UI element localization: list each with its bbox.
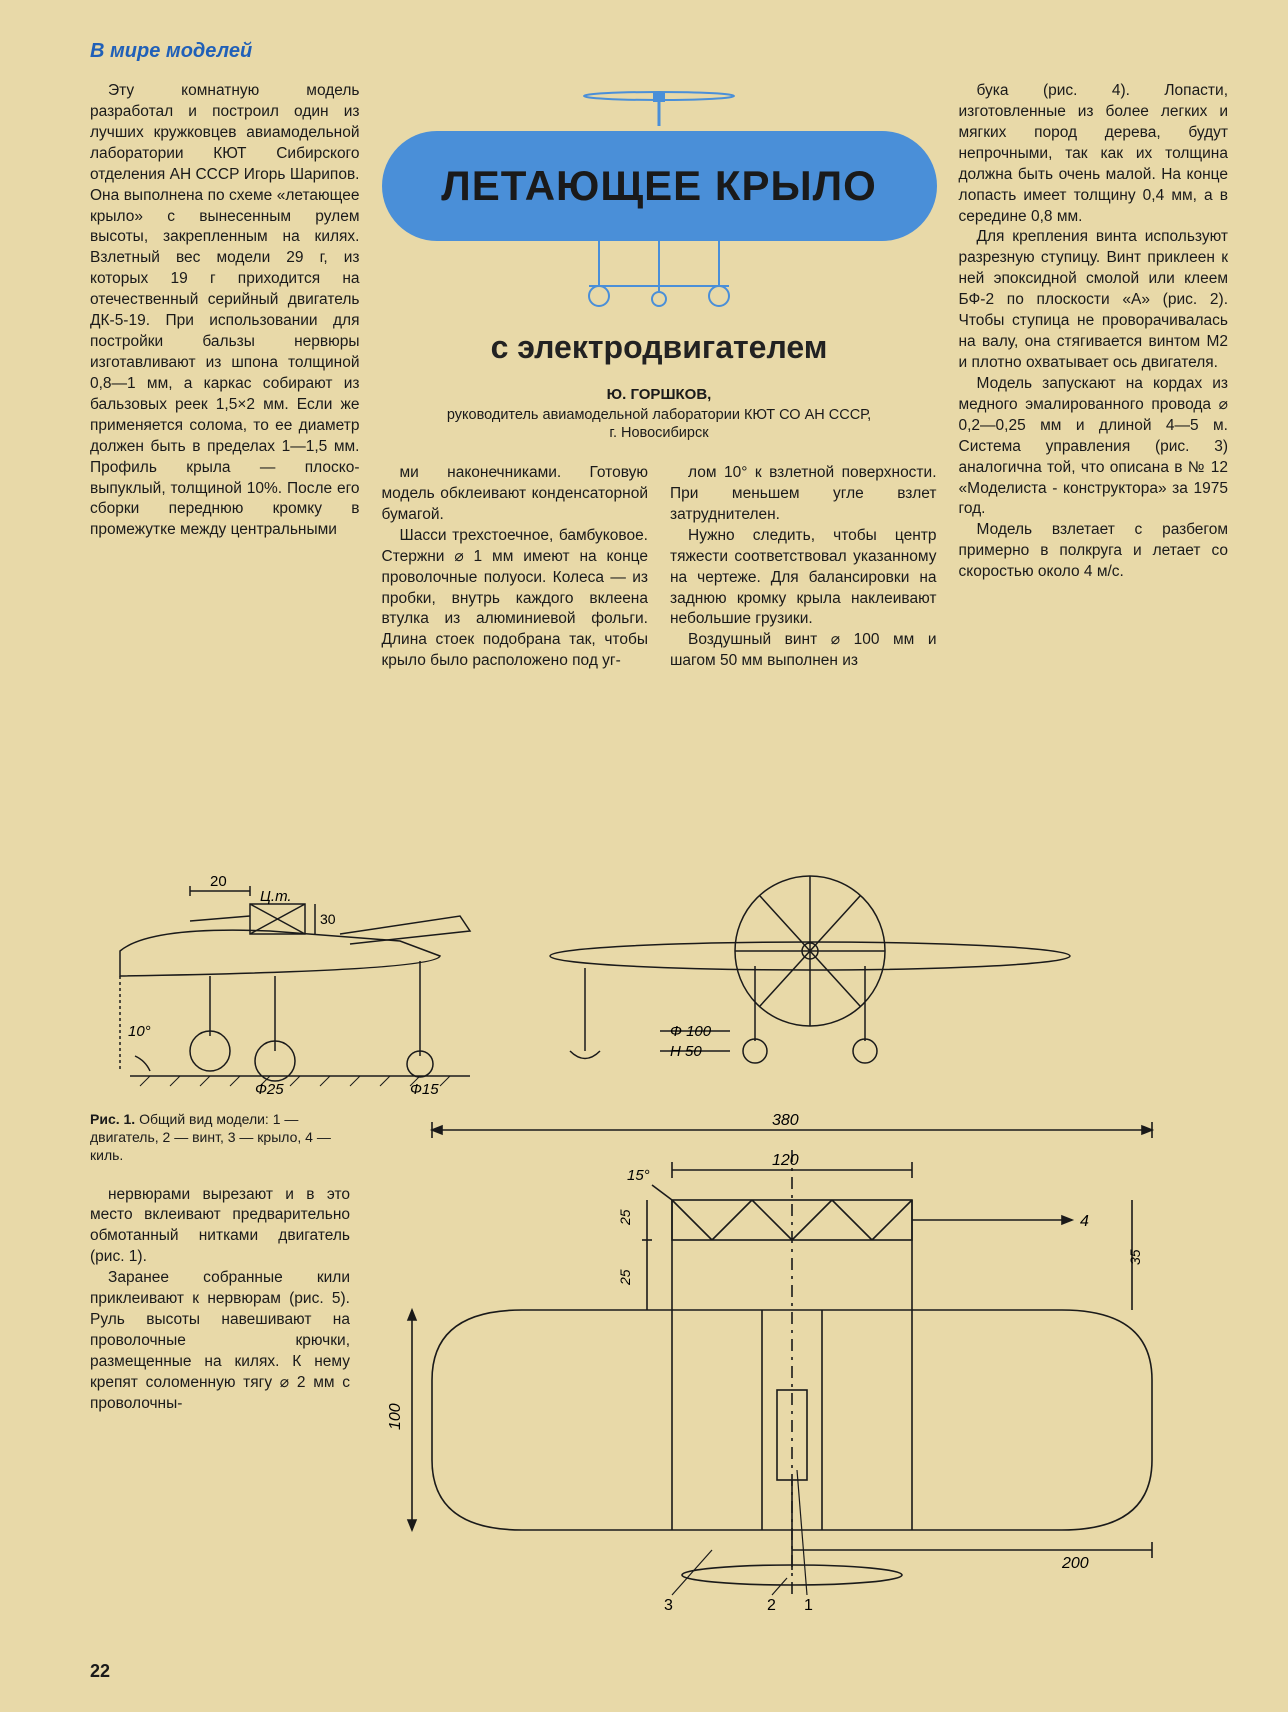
propeller-icon: [579, 86, 739, 126]
main-title: ЛЕТАЮЩЕЕ КРЫЛО: [441, 162, 877, 210]
author-city: г. Новосибирск: [382, 425, 937, 441]
prop-pitch-label: H 50: [670, 1043, 702, 1060]
callout-label: 3: [664, 1597, 673, 1614]
author-name: Ю. ГОРШКОВ,: [382, 386, 937, 403]
dim-label: 120: [772, 1152, 799, 1169]
wing-shape: ЛЕТАЮЩЕЕ КРЫЛО: [382, 131, 937, 241]
figure-1-plan: 380 120 15° 25 25 35 100 200 4 3 2 1: [372, 1110, 1228, 1620]
author-affiliation: руководитель авиамодельной лаборатории К…: [382, 407, 937, 423]
column-1-top: Эту комнатную модель разработал и постро…: [90, 81, 360, 841]
dim-label: 20: [210, 873, 227, 890]
column-2: ми наконечниками. Готовую модель обклеив…: [382, 463, 649, 672]
section-rubric: В мире моделей: [90, 40, 1228, 63]
callout-label: 4: [1080, 1213, 1089, 1230]
dim-label: 380: [772, 1112, 799, 1129]
top-columns: Эту комнатную модель разработал и постро…: [90, 81, 1228, 841]
title-banner: ЛЕТАЮЩЕЕ КРЫЛО: [382, 81, 937, 311]
bottom-row: Рис. 1. Общий вид модели: 1 — двигатель,…: [90, 1110, 1228, 1620]
dim-label: 35: [1127, 1249, 1143, 1265]
dim-label: 200: [1061, 1555, 1089, 1572]
body-text: бука (рис. 4). Лопасти, изготовленные из…: [959, 81, 1229, 583]
callout-label: 1: [804, 1597, 813, 1614]
landing-gear-icon: [559, 241, 759, 311]
caption-bold: Рис. 1.: [90, 1111, 135, 1127]
wheel-dia-label: Ф15: [410, 1081, 439, 1096]
angle-label: 10°: [128, 1023, 151, 1040]
subtitle: с электродвигателем: [382, 329, 937, 366]
column-3: лом 10° к взлетной поверхности. При мень…: [670, 463, 937, 672]
body-text: ми наконечниками. Готовую модель обклеив…: [382, 463, 649, 672]
cg-label: Ц.т.: [260, 888, 292, 905]
figure-1-side: 20 Ц.т. 30 10° Ф25 Ф15: [90, 856, 1228, 1096]
body-text: нервюрами вырезают и в это место вклеива…: [90, 1185, 350, 1415]
prop-dia-label: Ф 100: [670, 1023, 712, 1040]
middle-columns: ми наконечниками. Готовую модель обклеив…: [382, 463, 937, 672]
bottom-left-column: Рис. 1. Общий вид модели: 1 — двигатель,…: [90, 1110, 350, 1620]
body-text: лом 10° к взлетной поверхности. При мень…: [670, 463, 937, 672]
dim-label: 30: [320, 911, 336, 927]
page-number: 22: [90, 1661, 110, 1682]
dim-label: 25: [617, 1269, 633, 1286]
angle-label: 15°: [627, 1167, 650, 1184]
figure-1-caption: Рис. 1. Общий вид модели: 1 — двигатель,…: [90, 1110, 350, 1165]
wheel-dia-label: Ф25: [255, 1081, 284, 1096]
middle-block: ЛЕТАЮЩЕЕ КРЫЛО с электродвигателем Ю. ГО…: [382, 81, 937, 841]
column-4: бука (рис. 4). Лопасти, изготовленные из…: [959, 81, 1229, 841]
body-text: Эту комнатную модель разработал и постро…: [90, 81, 360, 541]
callout-label: 2: [767, 1597, 776, 1614]
dim-label: 25: [617, 1209, 633, 1226]
dim-label: 100: [387, 1403, 404, 1430]
